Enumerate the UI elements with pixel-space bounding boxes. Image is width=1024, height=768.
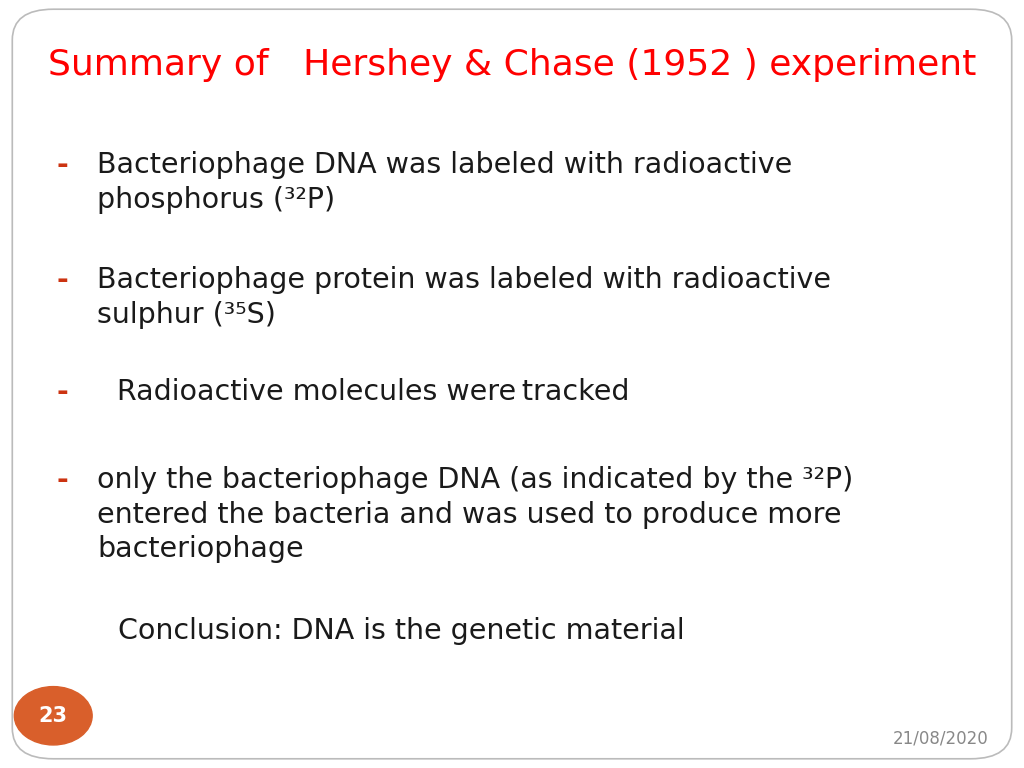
Text: Summary of   Hershey & Chase (1952 ) experiment: Summary of Hershey & Chase (1952 ) exper… xyxy=(48,48,976,82)
Text: phosphorus (³²P): phosphorus (³²P) xyxy=(97,186,336,214)
Text: -: - xyxy=(56,151,68,179)
Text: -: - xyxy=(56,378,68,406)
Circle shape xyxy=(14,687,92,745)
FancyBboxPatch shape xyxy=(12,9,1012,759)
Text: Radioactive molecules were tracked: Radioactive molecules were tracked xyxy=(108,378,629,406)
Text: Conclusion: DNA is the genetic material: Conclusion: DNA is the genetic material xyxy=(118,617,684,645)
Text: -: - xyxy=(56,466,68,494)
Text: bacteriophage: bacteriophage xyxy=(97,535,304,563)
Text: only the bacteriophage DNA (as indicated by the ³²P): only the bacteriophage DNA (as indicated… xyxy=(97,466,854,494)
Text: Bacteriophage DNA was labeled with radioactive: Bacteriophage DNA was labeled with radio… xyxy=(97,151,793,179)
Text: Bacteriophage protein was labeled with radioactive: Bacteriophage protein was labeled with r… xyxy=(97,266,831,294)
Text: -: - xyxy=(56,266,68,294)
Text: sulphur (³⁵S): sulphur (³⁵S) xyxy=(97,301,276,329)
Text: entered the bacteria and was used to produce more: entered the bacteria and was used to pro… xyxy=(97,501,842,528)
Text: 21/08/2020: 21/08/2020 xyxy=(892,730,988,748)
Text: 23: 23 xyxy=(39,706,68,726)
